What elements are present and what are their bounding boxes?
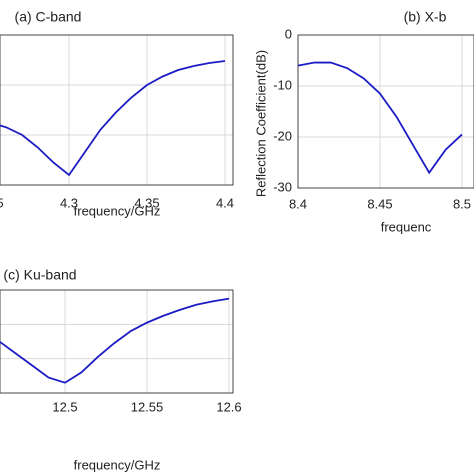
y-axis-label: Reflection Coefficient(dB) (253, 50, 268, 197)
x-tick-label: 12.6 (216, 399, 241, 414)
panel-title: (c) Ku-band (3, 267, 76, 283)
axes-box (297, 34, 474, 189)
x-axis-label: frequency/GHz (74, 457, 161, 472)
x-tick-label: 4.35 (134, 195, 159, 210)
x-tick-label: 4.25 (0, 195, 4, 210)
x-axis-label: frequenc (381, 219, 432, 234)
x-tick-label: 8.4 (289, 196, 307, 211)
y-tick-label: 0 (285, 26, 292, 41)
series-line (297, 61, 463, 175)
axes-box (0, 34, 234, 186)
y-tick-label: -30 (273, 179, 292, 194)
x-tick-label: 12.5 (52, 399, 77, 414)
x-tick-label: 8.5 (453, 196, 471, 211)
panel-title: (b) X-b (404, 9, 447, 25)
x-tick-label: 4.4 (216, 195, 234, 210)
x-tick-label: 8.45 (367, 196, 392, 211)
x-tick-label: 4.3 (60, 195, 78, 210)
axes-box (0, 289, 234, 394)
y-tick-label: -20 (273, 128, 292, 143)
x-axis-label: frequency/GHz (74, 203, 161, 218)
panel-title: (a) C-band (15, 9, 82, 25)
x-tick-label: 12.55 (131, 399, 164, 414)
series-line (0, 297, 230, 384)
y-tick-label: -10 (273, 77, 292, 92)
series-line (0, 60, 226, 177)
